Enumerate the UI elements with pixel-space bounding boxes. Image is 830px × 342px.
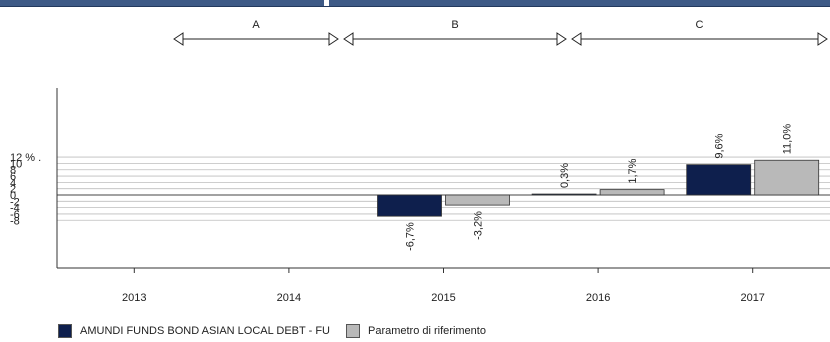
period-arrowhead-left: [343, 32, 354, 46]
period-markers: A B C: [173, 19, 828, 46]
y-tick-label: 2: [10, 184, 16, 196]
legend-item-benchmark: Parametro di riferimento: [345, 324, 486, 338]
y-tick-label: 10: [10, 158, 22, 170]
y-tick-label: 0: [10, 190, 16, 202]
x-tick-label: 2017: [740, 292, 764, 304]
y-tick-label: 8: [10, 165, 16, 177]
period-label: A: [252, 19, 260, 31]
period-label: C: [696, 19, 704, 31]
bars: [377, 159, 820, 217]
legend-label-fund: AMUNDI FUNDS BOND ASIAN LOCAL DEBT - FU: [80, 325, 330, 337]
x-tick-label: 2015: [431, 292, 455, 304]
bar: [754, 159, 820, 196]
legend-swatch-benchmark: [345, 324, 360, 338]
period-label: B: [451, 19, 458, 31]
data-label: 9,6%: [714, 133, 726, 158]
data-label: 0,3%: [559, 163, 571, 188]
x-tick-label: 2014: [277, 292, 301, 304]
legend-swatch-fund: [58, 324, 72, 338]
legend-label-benchmark: Parametro di riferimento: [367, 325, 486, 337]
period-arrowhead-left: [571, 32, 582, 46]
data-label: -6,7%: [405, 222, 417, 251]
bar: [445, 194, 510, 206]
data-label: 11,0%: [782, 124, 794, 155]
y-tick-label: -2: [10, 196, 20, 208]
period-arrowhead-right: [556, 32, 567, 46]
y-tick-label: 12 % .: [10, 152, 41, 164]
bar: [531, 193, 597, 196]
period-arrowhead-right: [817, 32, 828, 46]
y-tick-label: 6: [10, 171, 16, 183]
legend-item-fund: AMUNDI FUNDS BOND ASIAN LOCAL DEBT - FU: [58, 324, 330, 338]
x-tick-label: 2013: [122, 292, 146, 304]
period-arrowhead-right: [328, 32, 339, 46]
y-tick-label: -6: [10, 209, 20, 221]
y-tick-label: -8: [10, 215, 20, 227]
y-tick-label: -4: [10, 203, 20, 215]
data-labels: -6,7% 0,3% 9,6% -3,2% 1,7% 11,0%: [405, 124, 794, 251]
data-label: -3,2%: [473, 211, 485, 240]
top-banner: [0, 0, 830, 7]
legend: AMUNDI FUNDS BOND ASIAN LOCAL DEBT - FU …: [58, 321, 502, 341]
bar: [377, 194, 442, 217]
bar: [686, 164, 752, 196]
gridlines: [57, 156, 830, 221]
data-label: 1,7%: [627, 158, 639, 183]
y-tick-label: 4: [10, 177, 16, 189]
top-banner-notch: [324, 0, 329, 6]
bar: [599, 189, 665, 196]
period-arrowhead-left: [173, 32, 184, 46]
x-tick-label: 2016: [586, 292, 610, 304]
